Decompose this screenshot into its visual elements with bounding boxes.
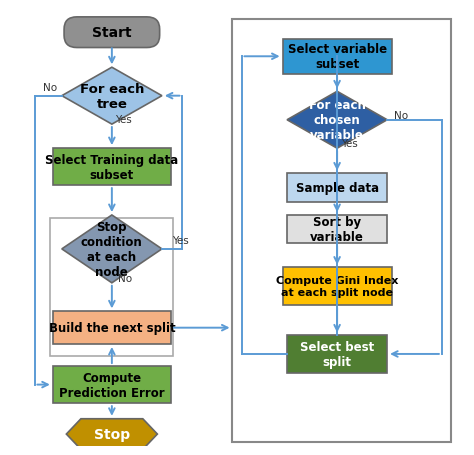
Text: Stop: Stop: [94, 427, 130, 441]
FancyBboxPatch shape: [64, 18, 160, 48]
Bar: [232, 20, 451, 441]
Text: No: No: [394, 111, 408, 121]
Text: Yes: Yes: [172, 236, 189, 246]
Text: Start: Start: [92, 26, 132, 40]
FancyBboxPatch shape: [283, 268, 392, 305]
FancyBboxPatch shape: [287, 336, 387, 373]
Bar: [50, 219, 173, 356]
FancyBboxPatch shape: [53, 312, 171, 344]
Text: Select variable
subset: Select variable subset: [288, 43, 387, 71]
Text: For each
chosen
variable: For each chosen variable: [309, 99, 365, 142]
Text: Sample data: Sample data: [296, 182, 379, 195]
Text: No: No: [118, 273, 132, 283]
Text: Stop
condition
at each
node: Stop condition at each node: [81, 220, 143, 278]
Text: Select best
split: Select best split: [300, 340, 374, 368]
Text: For each
tree: For each tree: [80, 82, 144, 111]
FancyBboxPatch shape: [287, 216, 387, 244]
Text: Yes: Yes: [341, 138, 358, 148]
Text: Select Training data
subset: Select Training data subset: [45, 153, 179, 181]
FancyBboxPatch shape: [53, 366, 171, 403]
FancyBboxPatch shape: [283, 40, 392, 75]
Text: Compute
Prediction Error: Compute Prediction Error: [59, 371, 164, 399]
FancyBboxPatch shape: [53, 149, 171, 186]
Polygon shape: [62, 216, 162, 283]
Text: Compute Gini Index
at each split node: Compute Gini Index at each split node: [276, 276, 398, 297]
FancyBboxPatch shape: [287, 174, 387, 202]
Text: No: No: [44, 83, 57, 93]
Polygon shape: [62, 68, 162, 125]
Text: Build the next split: Build the next split: [48, 322, 175, 334]
Text: Sort by
variable: Sort by variable: [310, 216, 364, 244]
Polygon shape: [66, 419, 157, 450]
Text: Yes: Yes: [115, 115, 132, 125]
Polygon shape: [287, 92, 387, 149]
